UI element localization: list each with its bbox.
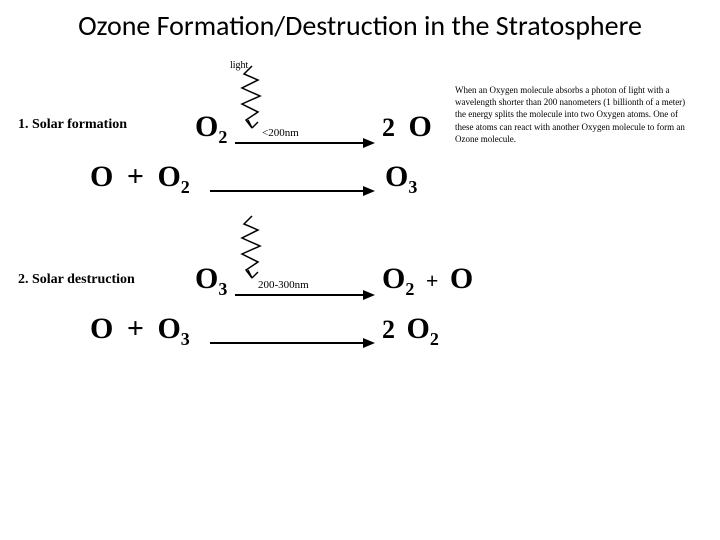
diagram-area: 1. Solar formation light O2 <200nm 2 O O… <box>0 42 720 482</box>
eq1-arrow-head <box>363 138 375 148</box>
eq4-O: O <box>90 312 113 345</box>
eq4-coef: 2 <box>382 315 395 344</box>
eq4-left: O + O3 <box>90 312 190 350</box>
eq2-right: O3 <box>385 160 417 198</box>
eq3-arrow-head <box>363 290 375 300</box>
eq2-O3-sub: 3 <box>408 177 417 197</box>
light-wave-1 <box>232 64 272 134</box>
eq2-plus: + <box>127 160 144 193</box>
section2-label: 2. Solar destruction <box>18 272 135 288</box>
eq4-arrow-line <box>210 342 365 344</box>
section1-label: 1. Solar formation <box>18 117 127 133</box>
eq3-plus: + <box>426 268 439 293</box>
wavelength-2: 200-300nm <box>258 279 309 291</box>
eq3-O2-sub: 2 <box>405 279 414 299</box>
eq4-right: 2 O2 <box>382 312 439 350</box>
eq2-O3: O <box>385 160 408 193</box>
eq4-arrow-head <box>363 338 375 348</box>
page-title: Ozone Formation/Destruction in the Strat… <box>0 0 720 42</box>
eq4-plus: + <box>127 312 144 345</box>
eq3-O3: O <box>195 262 218 295</box>
eq4-O3-sub: 3 <box>181 329 190 349</box>
eq1-O2-sub: 2 <box>218 127 227 147</box>
eq4-O3: O <box>157 312 180 345</box>
eq2-O2-sub: 2 <box>181 177 190 197</box>
eq3-O: O <box>450 262 473 295</box>
eq3-O2: O <box>382 262 405 295</box>
eq2-O2: O <box>157 160 180 193</box>
eq1-arrow-line <box>235 142 365 144</box>
eq1-O: O <box>409 110 432 143</box>
eq4-O2-sub: 2 <box>430 329 439 349</box>
eq2-left: O + O2 <box>90 160 190 198</box>
wavelength-1: <200nm <box>262 127 299 139</box>
eq3-O3-sub: 3 <box>218 279 227 299</box>
eq3-left: O3 <box>195 262 227 300</box>
eq2-arrow-line <box>210 190 365 192</box>
eq3-arrow-line <box>235 294 365 296</box>
explanation-text: When an Oxygen molecule absorbs a photon… <box>455 84 690 145</box>
eq1-left: O2 <box>195 110 227 148</box>
eq2-O: O <box>90 160 113 193</box>
eq3-right: O2 + O <box>382 262 473 300</box>
eq2-arrow-head <box>363 186 375 196</box>
eq1-right: 2 O <box>382 110 432 144</box>
eq1-O2: O <box>195 110 218 143</box>
eq4-O2: O <box>407 312 430 345</box>
light-wave-2 <box>232 214 272 284</box>
eq1-coef: 2 <box>382 113 395 142</box>
